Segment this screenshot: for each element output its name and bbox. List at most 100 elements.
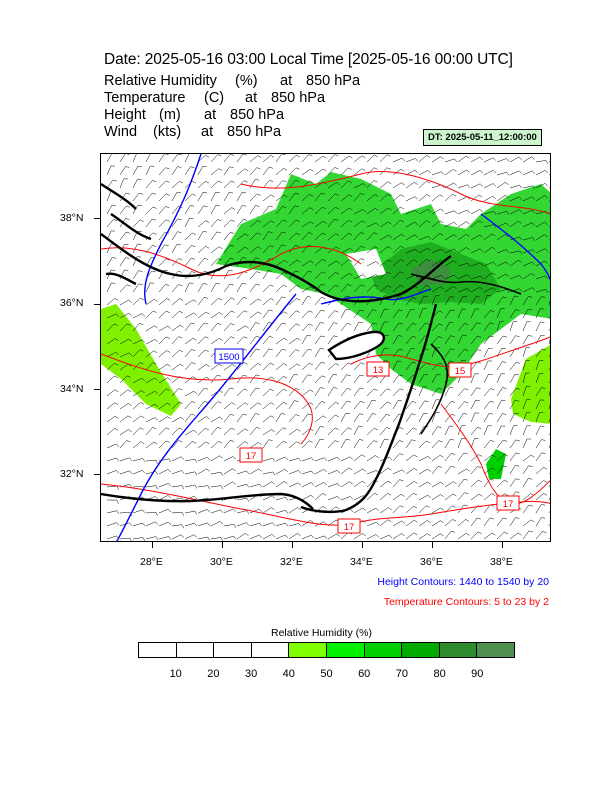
wind-barb	[535, 221, 548, 228]
wind-barb	[509, 250, 523, 255]
wind-barb	[249, 468, 262, 475]
wind-barb	[522, 438, 532, 449]
wind-barb	[366, 309, 377, 319]
wind-barb	[509, 335, 520, 345]
wind-barb	[379, 507, 392, 514]
wind-barb	[444, 400, 456, 410]
wind-barb	[535, 399, 545, 410]
wind-barb	[444, 348, 455, 358]
wind-barb	[171, 470, 185, 475]
wind-barb	[184, 401, 196, 410]
wind-barb	[327, 496, 341, 501]
wind-barb	[158, 508, 172, 514]
wind-barb	[106, 338, 119, 345]
wind-barb	[210, 219, 222, 228]
wind-barb	[483, 195, 496, 202]
wind-barb	[132, 458, 146, 462]
wind-barb	[522, 372, 530, 384]
wind-barb	[288, 349, 300, 358]
wind-barb	[197, 456, 211, 462]
coastline-turkey-south	[101, 233, 452, 303]
wind-barb	[236, 402, 249, 410]
wind-barb	[119, 299, 132, 306]
wind-barb	[340, 467, 353, 475]
wind-barb	[535, 466, 548, 475]
wind-barb	[184, 245, 196, 254]
wind-barb	[535, 183, 549, 189]
wind-barb	[301, 457, 315, 462]
wind-barb	[262, 439, 273, 449]
wind-barb	[548, 537, 550, 540]
lon-tick	[502, 542, 503, 548]
wind-barb	[444, 309, 455, 319]
temperature-contour-label: 17	[239, 447, 263, 463]
wind-barb	[496, 234, 509, 241]
wind-barb	[145, 298, 158, 306]
wind-barb	[444, 193, 457, 202]
wind-barb	[379, 456, 393, 462]
wind-barb	[249, 193, 261, 202]
wind-barb	[314, 521, 328, 527]
wind-barb	[171, 258, 183, 267]
wind-barb	[223, 297, 235, 306]
wind-barb	[431, 295, 440, 306]
wind-barb	[106, 313, 120, 319]
wind-barb	[522, 296, 533, 306]
wind-barb	[353, 258, 365, 267]
wind-barb	[158, 206, 170, 215]
wind-barb	[535, 234, 548, 241]
wind-barb	[366, 388, 378, 397]
wind-barb	[483, 183, 497, 189]
wind-barb	[379, 493, 392, 501]
wind-barb	[210, 485, 224, 490]
wind-barb	[522, 504, 533, 514]
wind-barb	[340, 308, 350, 319]
wind-barb	[483, 246, 496, 254]
wind-barb	[249, 387, 260, 397]
wind-barb	[119, 457, 133, 462]
wind-barb	[145, 427, 157, 436]
wind-barb	[353, 183, 367, 189]
wind-barb	[379, 271, 392, 280]
wind-barb	[106, 470, 120, 475]
wind-barb	[392, 219, 405, 228]
wind-barb	[236, 283, 247, 293]
wind-barb	[496, 399, 506, 410]
field-name: Relative Humidity	[104, 73, 217, 89]
wind-barb	[171, 456, 185, 462]
wind-barb	[405, 209, 419, 215]
wind-barb	[470, 275, 484, 280]
wind-barb	[327, 218, 339, 228]
wind-barb	[288, 363, 301, 371]
wind-barb	[184, 232, 196, 241]
wind-barb	[184, 322, 195, 332]
wind-barb	[314, 481, 327, 488]
wind-barb	[392, 348, 404, 358]
wind-barb	[496, 171, 510, 176]
wind-barb	[158, 483, 172, 488]
wind-barb	[483, 413, 494, 423]
wind-barb	[470, 170, 484, 176]
wind-barb	[236, 388, 248, 397]
colorbar-swatch	[139, 643, 177, 657]
wind-barb	[223, 364, 236, 371]
wind-barb	[132, 219, 144, 228]
wind-barb	[522, 222, 536, 228]
temperature-contour-label: 17	[337, 518, 361, 534]
wind-barb	[405, 248, 419, 254]
wind-barb	[275, 363, 288, 371]
height-contour	[480, 213, 550, 281]
wind-barb	[340, 295, 350, 306]
wind-barb	[509, 478, 520, 488]
wind-barb	[340, 180, 352, 189]
wind-barb	[496, 387, 507, 397]
wind-barb	[431, 171, 445, 176]
wind-barb	[509, 220, 522, 228]
wind-barb	[327, 233, 340, 241]
wind-barb	[262, 231, 273, 241]
wind-barb	[457, 221, 470, 228]
wind-barb	[457, 247, 470, 254]
wind-barb	[509, 295, 519, 306]
coastline-africa	[101, 492, 314, 510]
